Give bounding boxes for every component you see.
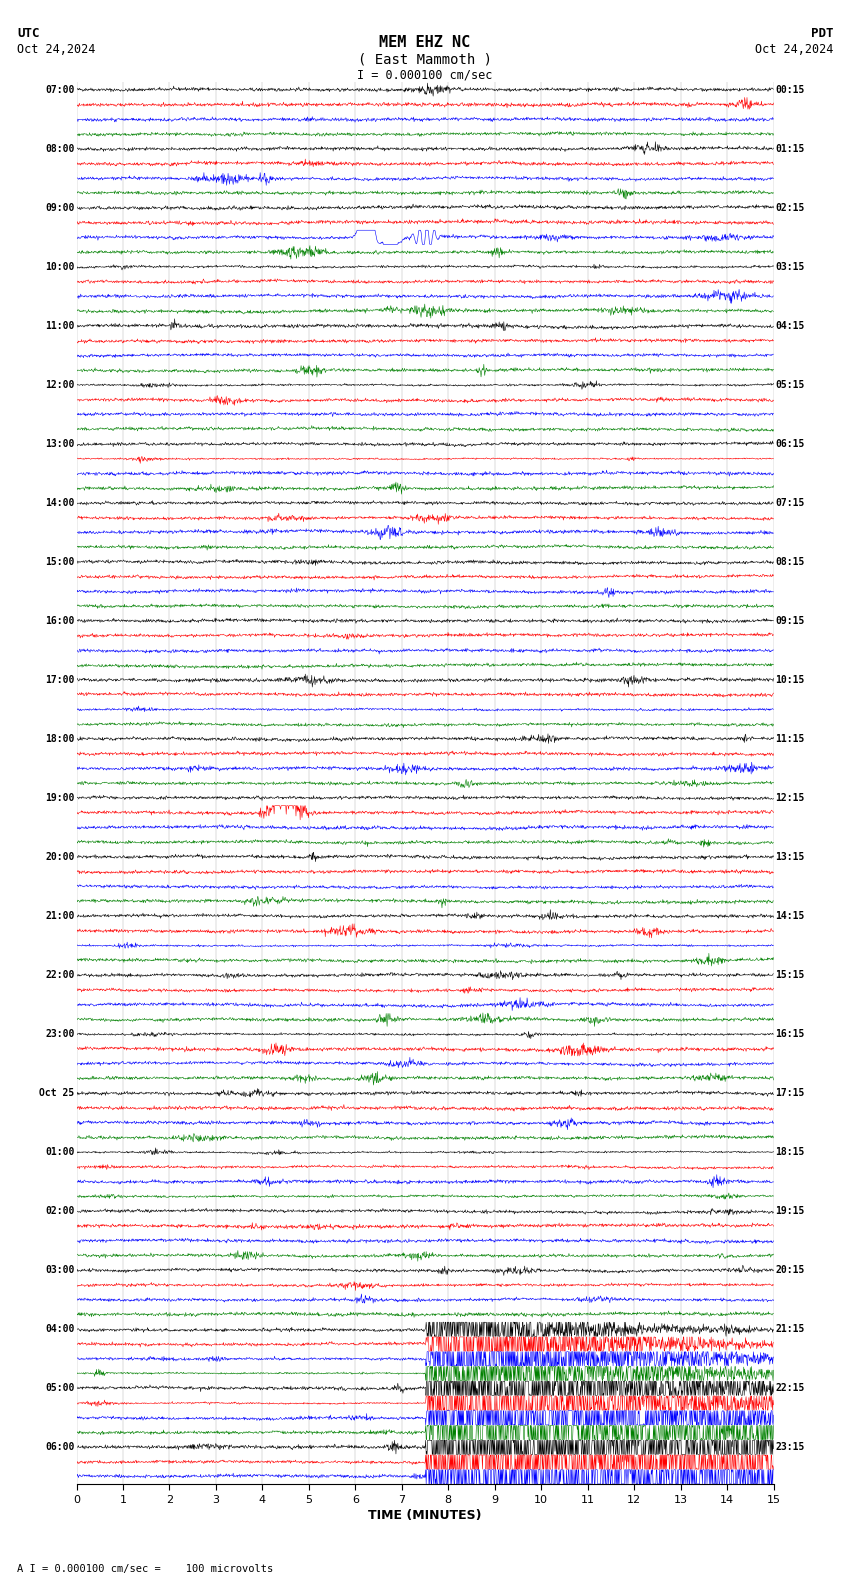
Text: 20:15: 20:15 — [775, 1266, 805, 1275]
Text: 11:00: 11:00 — [45, 322, 75, 331]
Text: 12:15: 12:15 — [775, 794, 805, 803]
Text: 00:15: 00:15 — [775, 86, 805, 95]
Text: Oct 25: Oct 25 — [39, 1088, 75, 1098]
Text: 01:15: 01:15 — [775, 144, 805, 154]
Text: 19:15: 19:15 — [775, 1207, 805, 1217]
X-axis label: TIME (MINUTES): TIME (MINUTES) — [368, 1510, 482, 1522]
Text: 05:00: 05:00 — [45, 1383, 75, 1394]
Text: 09:00: 09:00 — [45, 203, 75, 212]
Text: 02:15: 02:15 — [775, 203, 805, 212]
Text: 04:00: 04:00 — [45, 1324, 75, 1334]
Text: 21:00: 21:00 — [45, 911, 75, 920]
Text: 16:00: 16:00 — [45, 616, 75, 626]
Text: UTC: UTC — [17, 27, 39, 40]
Text: 07:00: 07:00 — [45, 86, 75, 95]
Text: 11:15: 11:15 — [775, 733, 805, 744]
Text: 17:15: 17:15 — [775, 1088, 805, 1098]
Text: 18:00: 18:00 — [45, 733, 75, 744]
Text: 02:00: 02:00 — [45, 1207, 75, 1217]
Text: 13:15: 13:15 — [775, 852, 805, 862]
Text: Oct 24,2024: Oct 24,2024 — [17, 43, 95, 55]
Text: 22:15: 22:15 — [775, 1383, 805, 1394]
Text: 06:15: 06:15 — [775, 439, 805, 448]
Text: 03:00: 03:00 — [45, 1266, 75, 1275]
Text: 15:00: 15:00 — [45, 558, 75, 567]
Text: 08:00: 08:00 — [45, 144, 75, 154]
Text: 07:15: 07:15 — [775, 497, 805, 508]
Text: 14:00: 14:00 — [45, 497, 75, 508]
Text: 09:15: 09:15 — [775, 616, 805, 626]
Text: 01:00: 01:00 — [45, 1147, 75, 1158]
Text: 08:15: 08:15 — [775, 558, 805, 567]
Text: 18:15: 18:15 — [775, 1147, 805, 1158]
Text: 16:15: 16:15 — [775, 1030, 805, 1039]
Text: Oct 24,2024: Oct 24,2024 — [755, 43, 833, 55]
Text: 04:15: 04:15 — [775, 322, 805, 331]
Text: 10:15: 10:15 — [775, 675, 805, 684]
Text: 15:15: 15:15 — [775, 969, 805, 980]
Text: 22:00: 22:00 — [45, 969, 75, 980]
Text: 19:00: 19:00 — [45, 794, 75, 803]
Text: MEM EHZ NC: MEM EHZ NC — [379, 35, 471, 49]
Text: 13:00: 13:00 — [45, 439, 75, 448]
Text: 21:15: 21:15 — [775, 1324, 805, 1334]
Text: 06:00: 06:00 — [45, 1443, 75, 1453]
Text: 05:15: 05:15 — [775, 380, 805, 390]
Text: 23:00: 23:00 — [45, 1030, 75, 1039]
Text: 14:15: 14:15 — [775, 911, 805, 920]
Text: 03:15: 03:15 — [775, 261, 805, 272]
Text: A I = 0.000100 cm/sec =    100 microvolts: A I = 0.000100 cm/sec = 100 microvolts — [17, 1565, 273, 1574]
Text: 12:00: 12:00 — [45, 380, 75, 390]
Text: 10:00: 10:00 — [45, 261, 75, 272]
Text: 17:00: 17:00 — [45, 675, 75, 684]
Text: ( East Mammoth ): ( East Mammoth ) — [358, 52, 492, 67]
Text: 20:00: 20:00 — [45, 852, 75, 862]
Text: I = 0.000100 cm/sec: I = 0.000100 cm/sec — [357, 68, 493, 81]
Text: 23:15: 23:15 — [775, 1443, 805, 1453]
Text: PDT: PDT — [811, 27, 833, 40]
